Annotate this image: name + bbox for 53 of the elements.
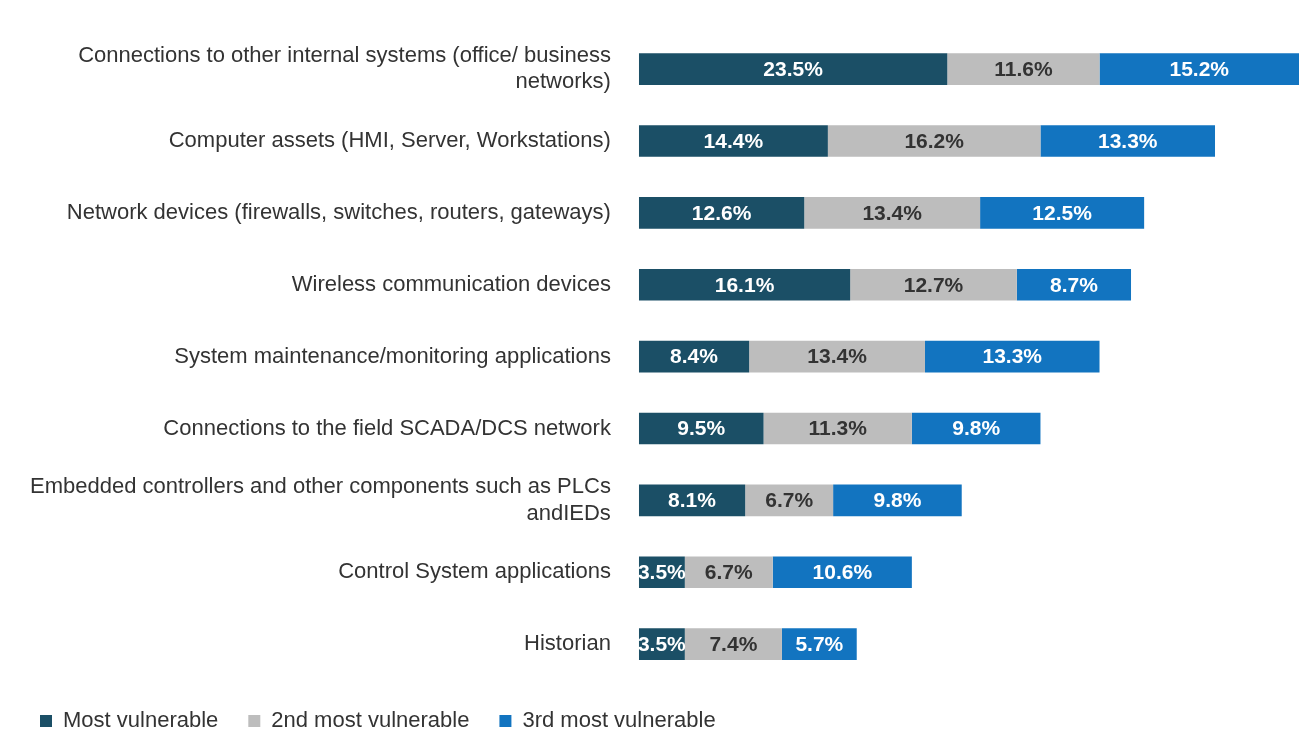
bar bbox=[1099, 53, 1299, 85]
bar bbox=[980, 197, 1145, 229]
bar bbox=[638, 125, 828, 157]
data-label: 10.6% bbox=[812, 560, 873, 583]
data-label: 12.5% bbox=[1032, 200, 1093, 224]
data-label: 13.3% bbox=[1097, 128, 1158, 152]
legend-label: 2nd most vulnerable bbox=[271, 707, 470, 733]
data-label: 5.7% bbox=[795, 631, 844, 655]
data-label: 3.5% bbox=[637, 560, 687, 583]
data-label: 7.4% bbox=[709, 631, 758, 655]
data-label: 23.5% bbox=[763, 56, 824, 80]
y-tick-label: System maintenance/monitoring applications bbox=[174, 342, 611, 368]
data-label: 3.5% bbox=[637, 631, 687, 655]
data-label: 8.7% bbox=[1049, 272, 1099, 296]
data-label: 9.8% bbox=[952, 416, 1001, 440]
data-label: 16.2% bbox=[904, 128, 965, 152]
bar bbox=[684, 628, 782, 660]
bar bbox=[638, 268, 851, 301]
bar bbox=[1040, 125, 1216, 157]
data-label: 8.4% bbox=[670, 344, 719, 368]
y-tick-label: Embedded controllers and other components such as PLCs andIEDs bbox=[29, 473, 611, 525]
bar bbox=[1016, 268, 1132, 301]
data-label: 12.7% bbox=[903, 272, 964, 296]
data-label: 6.7% bbox=[765, 488, 814, 512]
data-label: 16.1% bbox=[714, 272, 775, 296]
data-label: 14.4% bbox=[703, 128, 764, 152]
data-label: 9.5% bbox=[677, 416, 726, 440]
y-tick-label: Connections to the field SCADA/DCS network bbox=[163, 414, 612, 440]
data-label: 8.1% bbox=[668, 488, 717, 512]
legend-label: Most vulnerable bbox=[63, 707, 219, 733]
bar bbox=[638, 53, 948, 85]
y-tick-label: Historian bbox=[524, 630, 611, 656]
data-label: 13.4% bbox=[862, 200, 923, 224]
data-label: 12.6% bbox=[691, 200, 752, 224]
y-tick-label: Wireless communication devices bbox=[291, 270, 611, 296]
data-label: 6.7% bbox=[704, 560, 754, 583]
y-tick-label: Network devices (firewalls, switches, routers, gateways) bbox=[66, 198, 611, 224]
y-tick-label: Computer assets (HMI, Server, Workstations) bbox=[168, 127, 611, 153]
data-label: 15.2% bbox=[1169, 56, 1230, 80]
bar bbox=[850, 268, 1017, 301]
bar bbox=[772, 556, 912, 589]
bar bbox=[804, 197, 981, 229]
legend-label: 3rd most vulnerable bbox=[522, 707, 716, 733]
data-label: 11.6% bbox=[994, 56, 1053, 80]
y-tick-label: Control System applications bbox=[338, 558, 611, 584]
bar bbox=[947, 53, 1100, 85]
data-label: 13.3% bbox=[982, 344, 1043, 368]
bar bbox=[827, 125, 1041, 157]
data-label: 11.3% bbox=[808, 416, 868, 440]
y-tick-label: Connections to other internal systems (office/ business networks) bbox=[78, 42, 611, 94]
data-label: 13.4% bbox=[807, 344, 868, 368]
data-label: 9.8% bbox=[873, 488, 922, 512]
bar bbox=[638, 197, 805, 229]
